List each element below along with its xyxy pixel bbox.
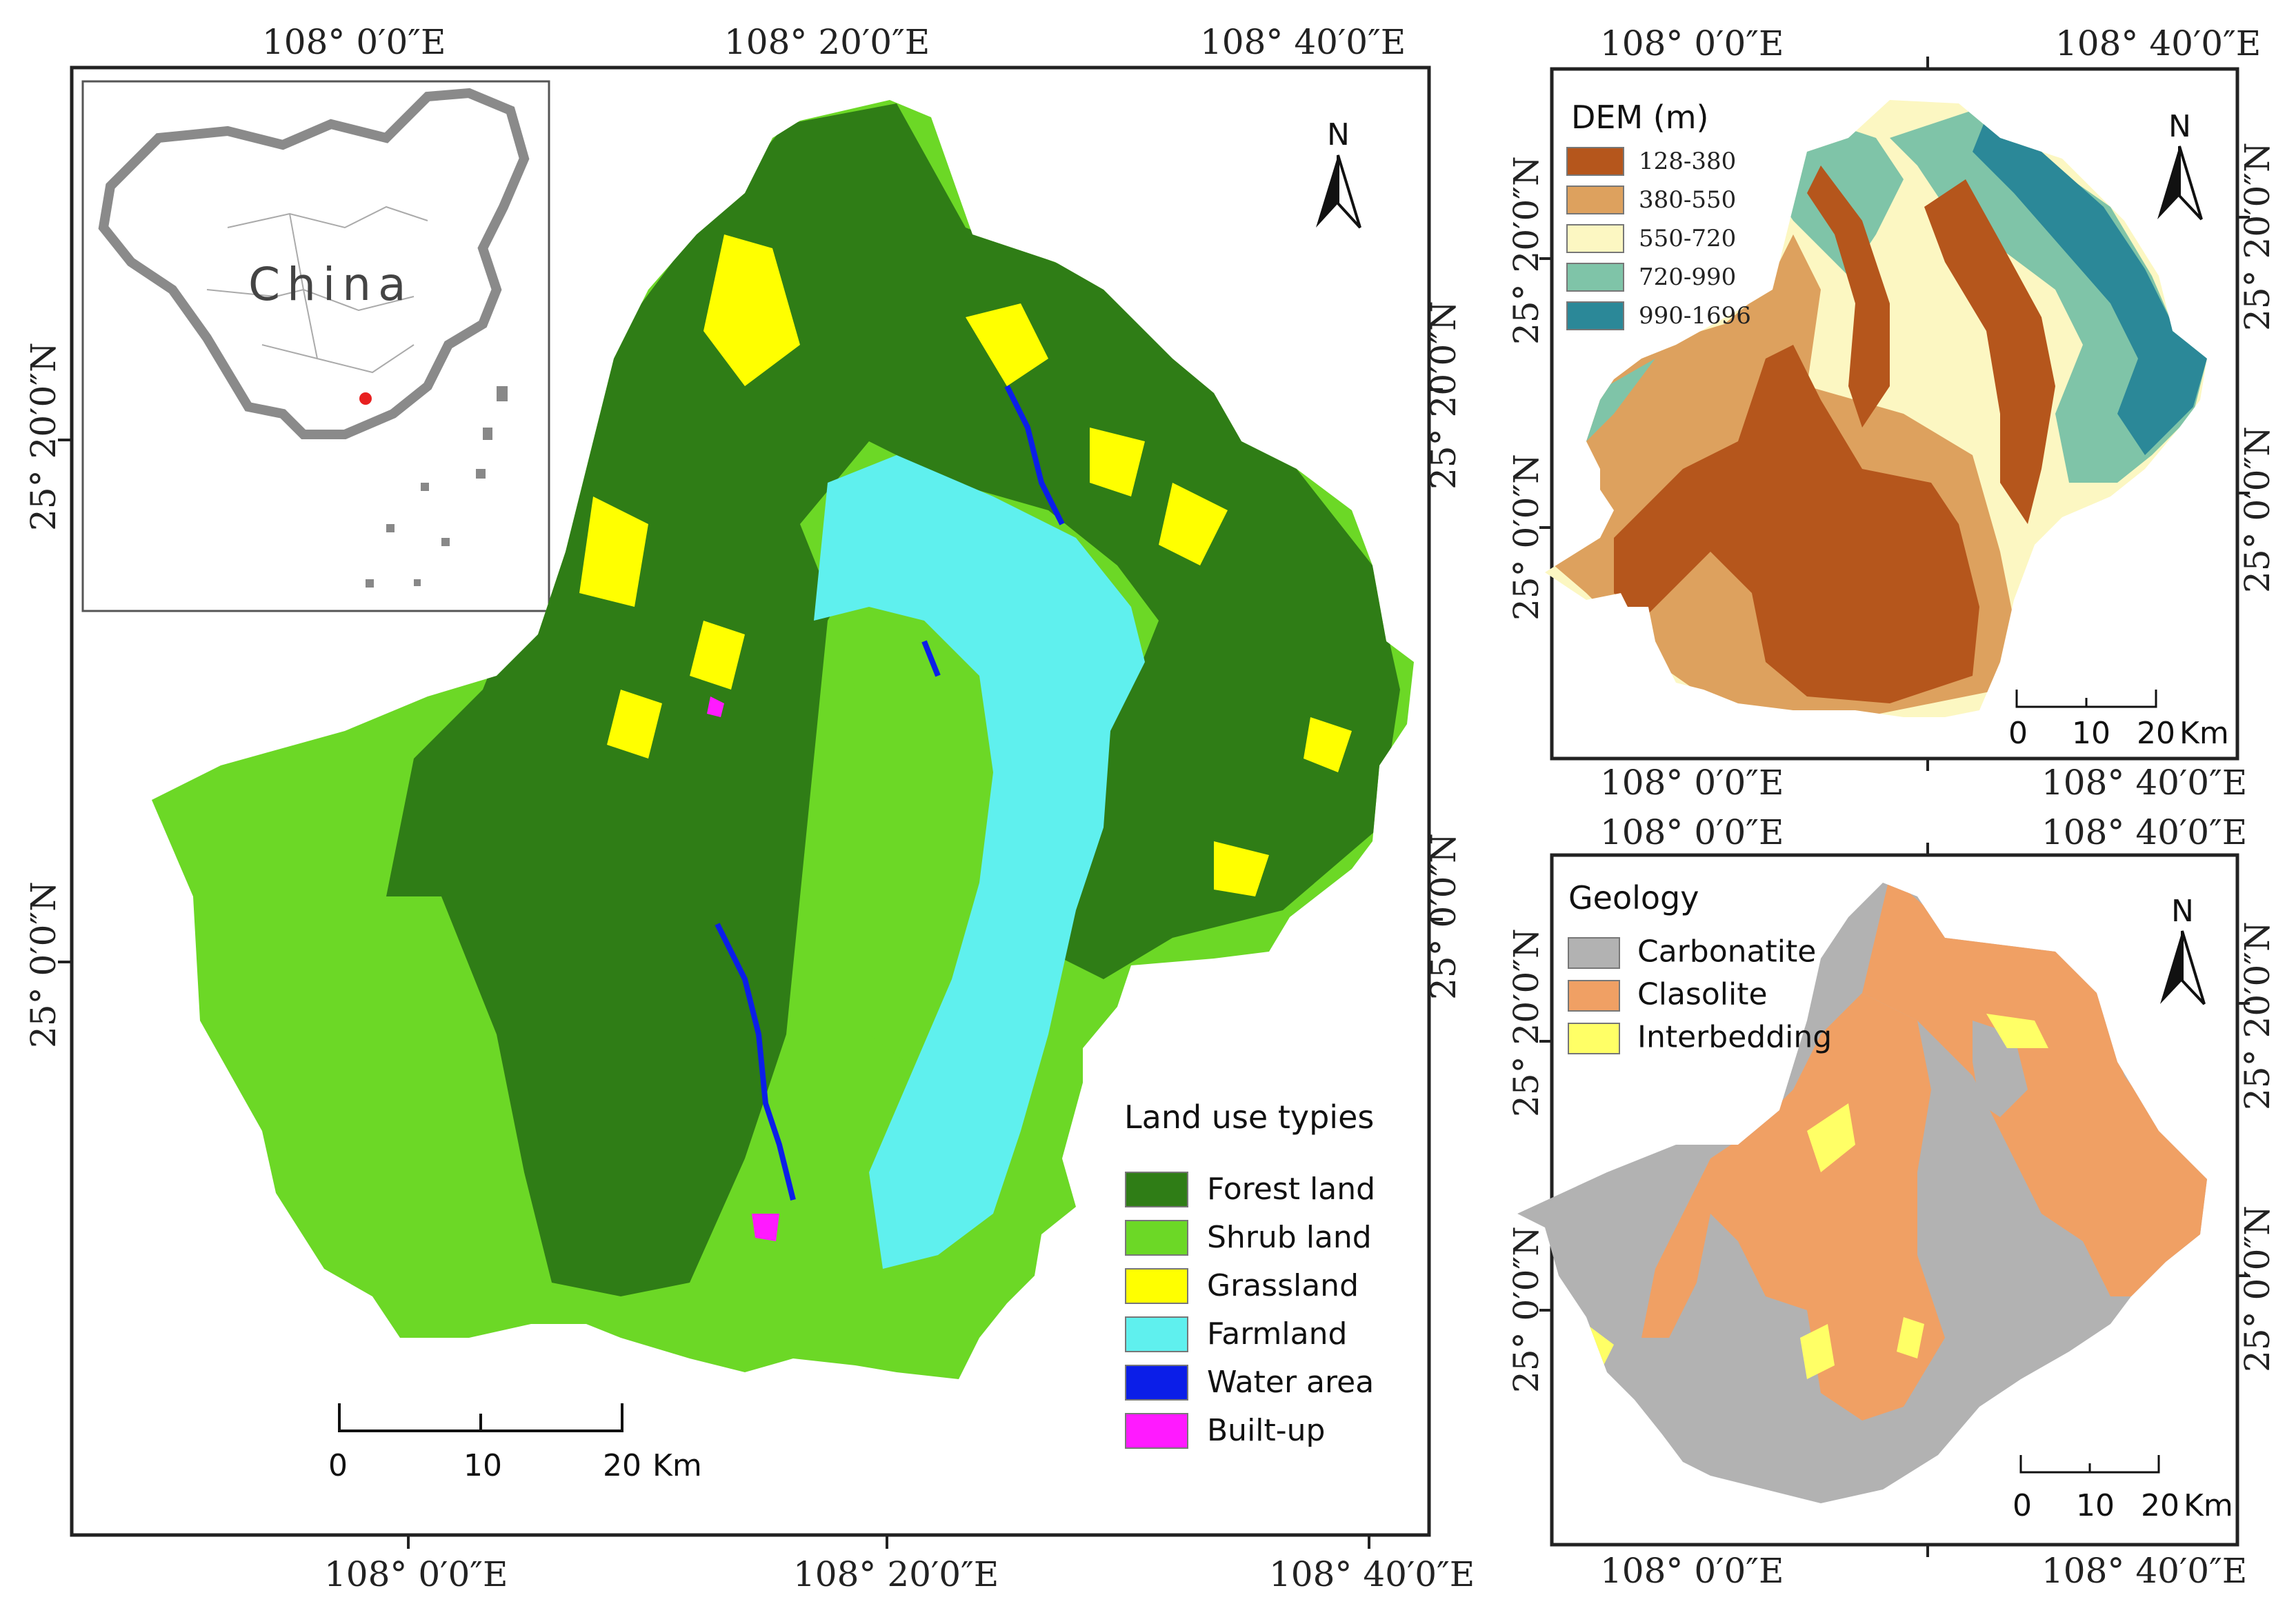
dem-legend-label-1: 380-550 xyxy=(1639,186,1736,214)
dem-legend-label-0: 128-380 xyxy=(1639,148,1736,175)
geology-legend-label-1: Clasolite xyxy=(1637,976,1768,1012)
dem-legend-label-2: 550-720 xyxy=(1639,225,1736,252)
dem-coord-right-1: 25° 20′0″N xyxy=(2237,142,2277,331)
land-use-legend-label-0: Forest land xyxy=(1207,1172,1375,1207)
dem-legend-swatch-3 xyxy=(1566,263,1624,292)
dem-coord-bottom-1: 108° 0′0″E xyxy=(1600,763,1784,803)
dem-legend: DEM (m) 128-380 380-550 550-720 720-990 990-… xyxy=(1566,99,1751,330)
dem-coord-left-1: 25° 20′0″N xyxy=(1506,156,1546,345)
islands xyxy=(366,386,508,588)
main-coord-left-2: 25° 0′0″N xyxy=(23,881,63,1048)
main-coord-top-3: 108° 40′0″E xyxy=(1200,22,1406,62)
main-scale-bar: 0 10 20 Km xyxy=(328,1403,702,1483)
dem-legend-swatch-0 xyxy=(1566,147,1624,176)
land-use-legend-swatch-4 xyxy=(1125,1365,1188,1401)
main-coord-top-2: 108° 20′0″E xyxy=(724,22,930,62)
dem-scale-0: 0 xyxy=(2008,716,2028,751)
inset-frame xyxy=(81,80,550,612)
land-use-legend-swatch-2 xyxy=(1125,1268,1188,1304)
geo-coord-bottom-2: 108° 40′0″E xyxy=(2042,1551,2247,1591)
land-use-legend-swatch-5 xyxy=(1125,1413,1188,1449)
geology-legend: Geology Carbonatite Clasolite Interbedding xyxy=(1568,879,1832,1054)
dem-scale-unit: Km xyxy=(2179,716,2229,751)
main-coord-left-1: 25° 20′0″N xyxy=(23,342,63,531)
land-use-legend-label-4: Water area xyxy=(1207,1365,1374,1400)
geo-coord-right-2: 25° 0′0″N xyxy=(2237,1205,2277,1372)
land-use-legend-label-1: Shrub land xyxy=(1207,1220,1372,1255)
land-use-legend: Land use typies Forest land Shrub land Gra… xyxy=(1124,1099,1375,1449)
geo-coord-right-1: 25° 20′0″N xyxy=(2237,921,2277,1110)
geology-legend-swatch-1 xyxy=(1568,980,1620,1012)
geo-tick-marks xyxy=(1539,843,2250,1557)
china-label: China xyxy=(248,258,413,311)
dem-scale-10: 10 xyxy=(2072,716,2110,751)
geo-scale-unit: Km xyxy=(2184,1488,2233,1523)
study-area-marker xyxy=(359,392,372,405)
geology-legend-title: Geology xyxy=(1568,879,1699,916)
geo-scale-10: 10 xyxy=(2076,1488,2115,1523)
main-coord-right-1: 25° 20′0″N xyxy=(1424,301,1464,490)
farmland-area xyxy=(814,455,1145,1269)
dem-scale-20: 20 xyxy=(2137,716,2175,751)
dem-legend-label-4: 990-1696 xyxy=(1639,302,1751,330)
svg-text:N: N xyxy=(2171,894,2194,929)
geo-scale-bar: 0 10 20 Km xyxy=(2013,1455,2233,1523)
main-scale-10: 10 xyxy=(463,1448,502,1483)
dem-coord-top-2: 108° 40′0″E xyxy=(2055,23,2261,63)
svg-text:N: N xyxy=(1327,117,1350,152)
dem-coord-top-1: 108° 0′0″E xyxy=(1600,23,1784,63)
dem-scale-bar: 0 10 20 Km xyxy=(2008,690,2229,751)
dem-coord-left-2: 25° 0′0″N xyxy=(1506,454,1546,621)
main-coord-bottom-1: 108° 0′0″E xyxy=(324,1554,508,1594)
geo-coord-bottom-1: 108° 0′0″E xyxy=(1600,1551,1784,1591)
land-use-legend-swatch-0 xyxy=(1125,1172,1188,1207)
geo-north-arrow: N xyxy=(2160,894,2206,1005)
svg-text:N: N xyxy=(2168,109,2191,144)
dem-coord-bottom-2: 108° 40′0″E xyxy=(2042,763,2247,803)
dem-legend-swatch-2 xyxy=(1566,224,1624,253)
dem-legend-label-3: 720-990 xyxy=(1639,263,1736,291)
china-inset: China xyxy=(81,80,550,612)
geo-scale-20: 20 xyxy=(2141,1488,2179,1523)
geo-scale-0: 0 xyxy=(2013,1488,2032,1523)
land-use-legend-swatch-1 xyxy=(1125,1220,1188,1256)
main-scale-0: 0 xyxy=(328,1448,348,1483)
main-coord-bottom-2: 108° 20′0″E xyxy=(793,1554,999,1594)
geology-legend-label-0: Carbonatite xyxy=(1637,934,1816,969)
province-lines xyxy=(206,205,428,374)
rivers xyxy=(715,385,1065,1201)
land-use-legend-swatch-3 xyxy=(1125,1316,1188,1352)
geo-coord-top-2: 108° 40′0″E xyxy=(2042,812,2247,852)
dem-legend-swatch-4 xyxy=(1566,301,1624,330)
geology-legend-label-2: Interbedding xyxy=(1637,1019,1832,1054)
land-use-legend-label-3: Farmland xyxy=(1207,1316,1347,1352)
dem-legend-title: DEM (m) xyxy=(1571,99,1709,136)
dem-map: 108° 0′0″E 108° 40′0″E 108° 0′0″E 108° 4… xyxy=(1506,23,2277,803)
main-scale-20: 20 xyxy=(603,1448,641,1483)
main-north-arrow: N xyxy=(1316,117,1361,229)
dem-coord-right-2: 25° 0′0″N xyxy=(2237,426,2277,593)
geology-legend-swatch-2 xyxy=(1568,1023,1620,1054)
main-coord-bottom-3: 108° 40′0″E xyxy=(1269,1554,1475,1594)
main-scale-unit: Km xyxy=(652,1448,702,1483)
forest-land-area xyxy=(386,103,1400,1296)
dem-north-arrow: N xyxy=(2157,109,2203,221)
geo-coord-top-1: 108° 0′0″E xyxy=(1600,812,1784,852)
land-use-legend-label-5: Built-up xyxy=(1207,1413,1325,1448)
dem-legend-swatch-1 xyxy=(1566,185,1624,214)
geology-map: 108° 0′0″E 108° 40′0″E 108° 0′0″E 108° 4… xyxy=(1506,812,2277,1591)
land-use-map: China 108° 0′0″E 108° 20′0″E 108° 40′0″E… xyxy=(23,22,1475,1594)
china-outline xyxy=(98,88,530,439)
main-tick-marks xyxy=(58,388,1443,1549)
land-use-legend-label-2: Grassland xyxy=(1207,1268,1359,1303)
geo-coord-left-1: 25° 20′0″N xyxy=(1506,928,1546,1117)
dem-tick-marks xyxy=(1539,57,2250,771)
main-coord-right-2: 25° 0′0″N xyxy=(1424,833,1464,1000)
geology-legend-swatch-0 xyxy=(1568,937,1620,969)
main-coord-top-1: 108° 0′0″E xyxy=(262,22,446,62)
land-use-legend-title: Land use typies xyxy=(1124,1099,1374,1136)
